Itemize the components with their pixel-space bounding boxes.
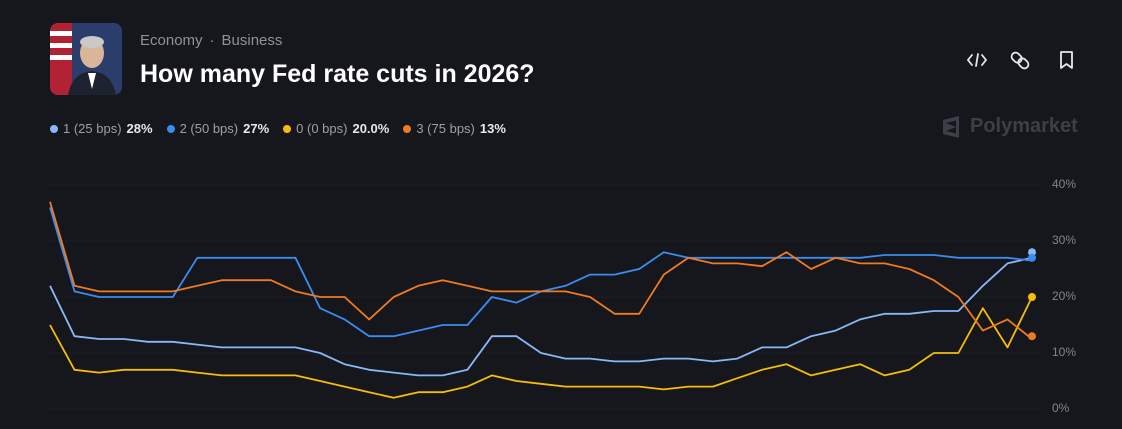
link-button[interactable] (1010, 51, 1030, 70)
legend-name: 0 (0 bps) (296, 121, 348, 136)
market-title: How many Fed rate cuts in 2026? (140, 60, 535, 88)
legend-name: 2 (50 bps) (179, 121, 239, 136)
end-dot (1028, 293, 1036, 301)
legend-dot (403, 124, 412, 133)
market-image (50, 23, 122, 95)
y-tick-label: 30% (1052, 233, 1076, 247)
y-tick-label: 40% (1052, 177, 1076, 191)
toolbar (966, 51, 1073, 70)
y-tick-label: 10% (1052, 345, 1076, 359)
category-link[interactable]: Business (221, 32, 283, 49)
legend-dot (166, 124, 175, 133)
end-dot (1028, 248, 1036, 257)
y-tick-label: 20% (1052, 289, 1076, 303)
legend: 1 (25 bps) 28% 2 (50 bps) 27% 0 (0 bps) 20.0%… (50, 121, 506, 136)
bookmark-button[interactable] (1060, 51, 1073, 69)
legend-name: 1 (25 bps) (63, 121, 122, 136)
series-line (49, 207, 1033, 338)
legend-item: 3 (75 bps) 13% (403, 121, 506, 136)
brand-logo: Polymarket (940, 115, 1078, 138)
series-line (49, 256, 1033, 377)
separator: · (209, 32, 215, 49)
series-line (49, 296, 1033, 399)
legend-value: 20.0% (352, 121, 390, 136)
legend-item: 2 (50 bps) 27% (166, 121, 270, 136)
legend-value: 27% (243, 121, 270, 136)
legend-value: 13% (479, 121, 506, 136)
series-line (49, 201, 1033, 340)
legend-value: 28% (126, 121, 153, 136)
y-tick-label: 0% (1052, 401, 1070, 415)
brand-name: Polymarket (970, 115, 1078, 137)
legend-name: 3 (75 bps) (416, 121, 475, 136)
category-link[interactable]: Economy (140, 32, 203, 49)
breadcrumb: Economy · Business (140, 32, 282, 49)
brand-icon (943, 115, 959, 138)
legend-item: 0 (0 bps) 20.0% (283, 121, 389, 136)
legend-dot (283, 124, 292, 133)
legend-dot (50, 124, 58, 133)
end-dot (1028, 332, 1036, 341)
legend-item: 1 (25 bps) 28% (50, 121, 153, 136)
embed-button[interactable] (966, 53, 988, 67)
end-dot (1028, 253, 1036, 262)
